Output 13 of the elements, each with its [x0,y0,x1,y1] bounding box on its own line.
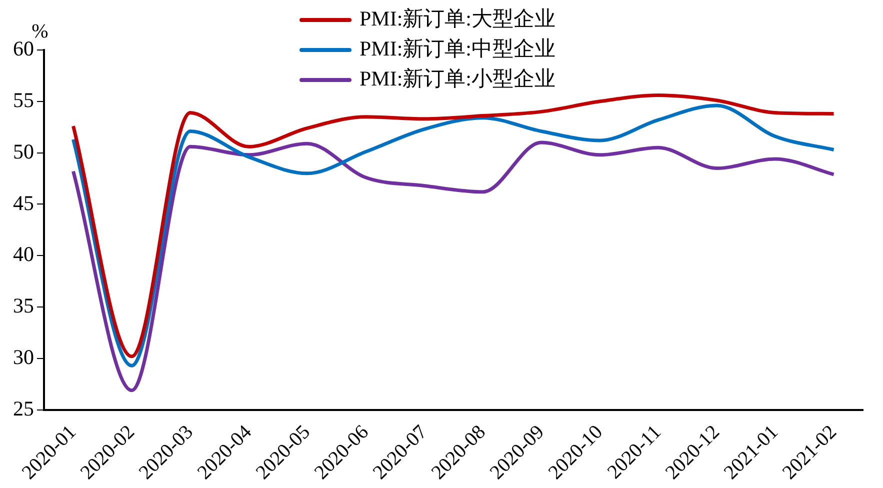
y-tick-label: 25 [13,396,34,420]
y-axis-title: % [32,20,48,42]
y-tick-label: 35 [13,294,34,318]
y-tick-label: 50 [13,139,34,164]
line-series [72,140,836,392]
legend-label: PMI:新订单:小型企业 [359,66,556,91]
y-tick-label: 40 [13,242,34,266]
legend-label: PMI:新订单:中型企业 [359,36,556,61]
y-tick-label: 55 [13,88,34,112]
y-tick-label: 60 [13,36,34,61]
legend-label: PMI:新订单:大型企业 [359,6,556,31]
y-tick-label: 30 [13,344,34,369]
y-tick-label: 45 [13,190,34,215]
